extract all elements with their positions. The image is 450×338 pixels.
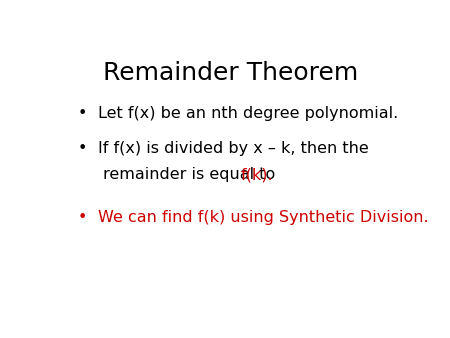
Text: remainder is equal to: remainder is equal to [104,167,281,182]
Text: f(k).: f(k). [241,167,274,182]
Text: Let f(x) be an nth degree polynomial.: Let f(x) be an nth degree polynomial. [98,106,398,121]
Text: If f(x) is divided by x – k, then the: If f(x) is divided by x – k, then the [98,141,369,156]
Text: •: • [77,106,86,121]
Text: Remainder Theorem: Remainder Theorem [103,62,358,86]
Text: •: • [77,210,86,225]
Text: We can find f(k) using Synthetic Division.: We can find f(k) using Synthetic Divisio… [98,210,429,225]
Text: •: • [77,141,86,156]
